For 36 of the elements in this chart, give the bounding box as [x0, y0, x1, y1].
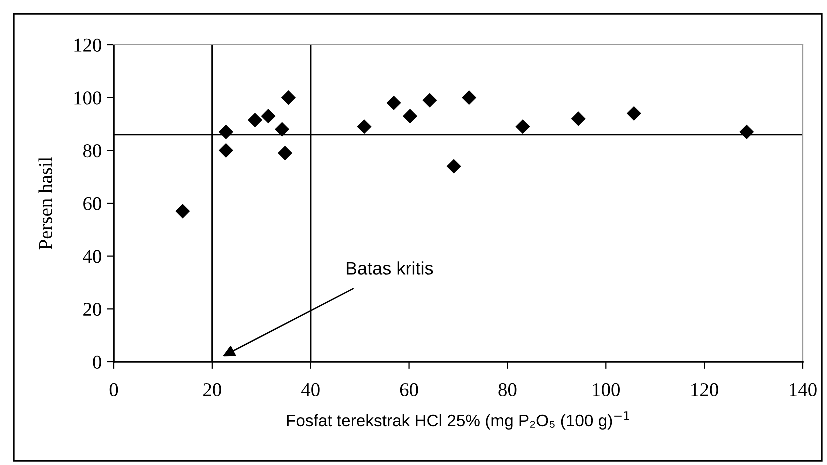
point	[275, 122, 290, 137]
y-tick-label: 80	[83, 144, 102, 158]
y-tick-label: 40	[83, 250, 102, 264]
point	[248, 113, 263, 128]
point	[446, 159, 462, 174]
point	[386, 96, 402, 110]
point	[571, 112, 586, 126]
y-axis-title: Persen hasil	[38, 157, 52, 250]
y-tick-label: 120	[74, 38, 102, 52]
point	[402, 109, 418, 124]
point	[218, 143, 234, 158]
x-tick-label: 80	[498, 383, 517, 397]
x-tick-label: 40	[302, 383, 320, 397]
y-tick-label: 100	[74, 92, 102, 105]
point	[357, 120, 372, 134]
x-tick-label: 140	[790, 383, 817, 397]
y-tick-label: 0	[93, 356, 102, 369]
point	[281, 90, 296, 106]
x-tick-label: 60	[400, 383, 418, 397]
point	[261, 109, 276, 124]
y-tick-label: 60	[84, 197, 102, 210]
x-tick-label: 120	[692, 383, 718, 397]
x-tick-label: 100	[593, 383, 620, 397]
point	[516, 120, 530, 134]
point	[218, 124, 234, 140]
annotation: Batas kritis	[346, 262, 434, 275]
point	[278, 146, 293, 161]
point	[462, 90, 477, 106]
point	[740, 124, 754, 140]
y-tick-label: 20	[84, 302, 102, 316]
x-tick-label: 0	[110, 383, 118, 397]
x-axis-title: Fosfat terekstrak HCl 25% (mg P₂O₅ (100 g)$^{−1}$	[287, 412, 630, 430]
point	[626, 106, 642, 121]
point	[176, 204, 190, 219]
point	[422, 93, 438, 108]
x-tick-label: 20	[204, 383, 222, 397]
